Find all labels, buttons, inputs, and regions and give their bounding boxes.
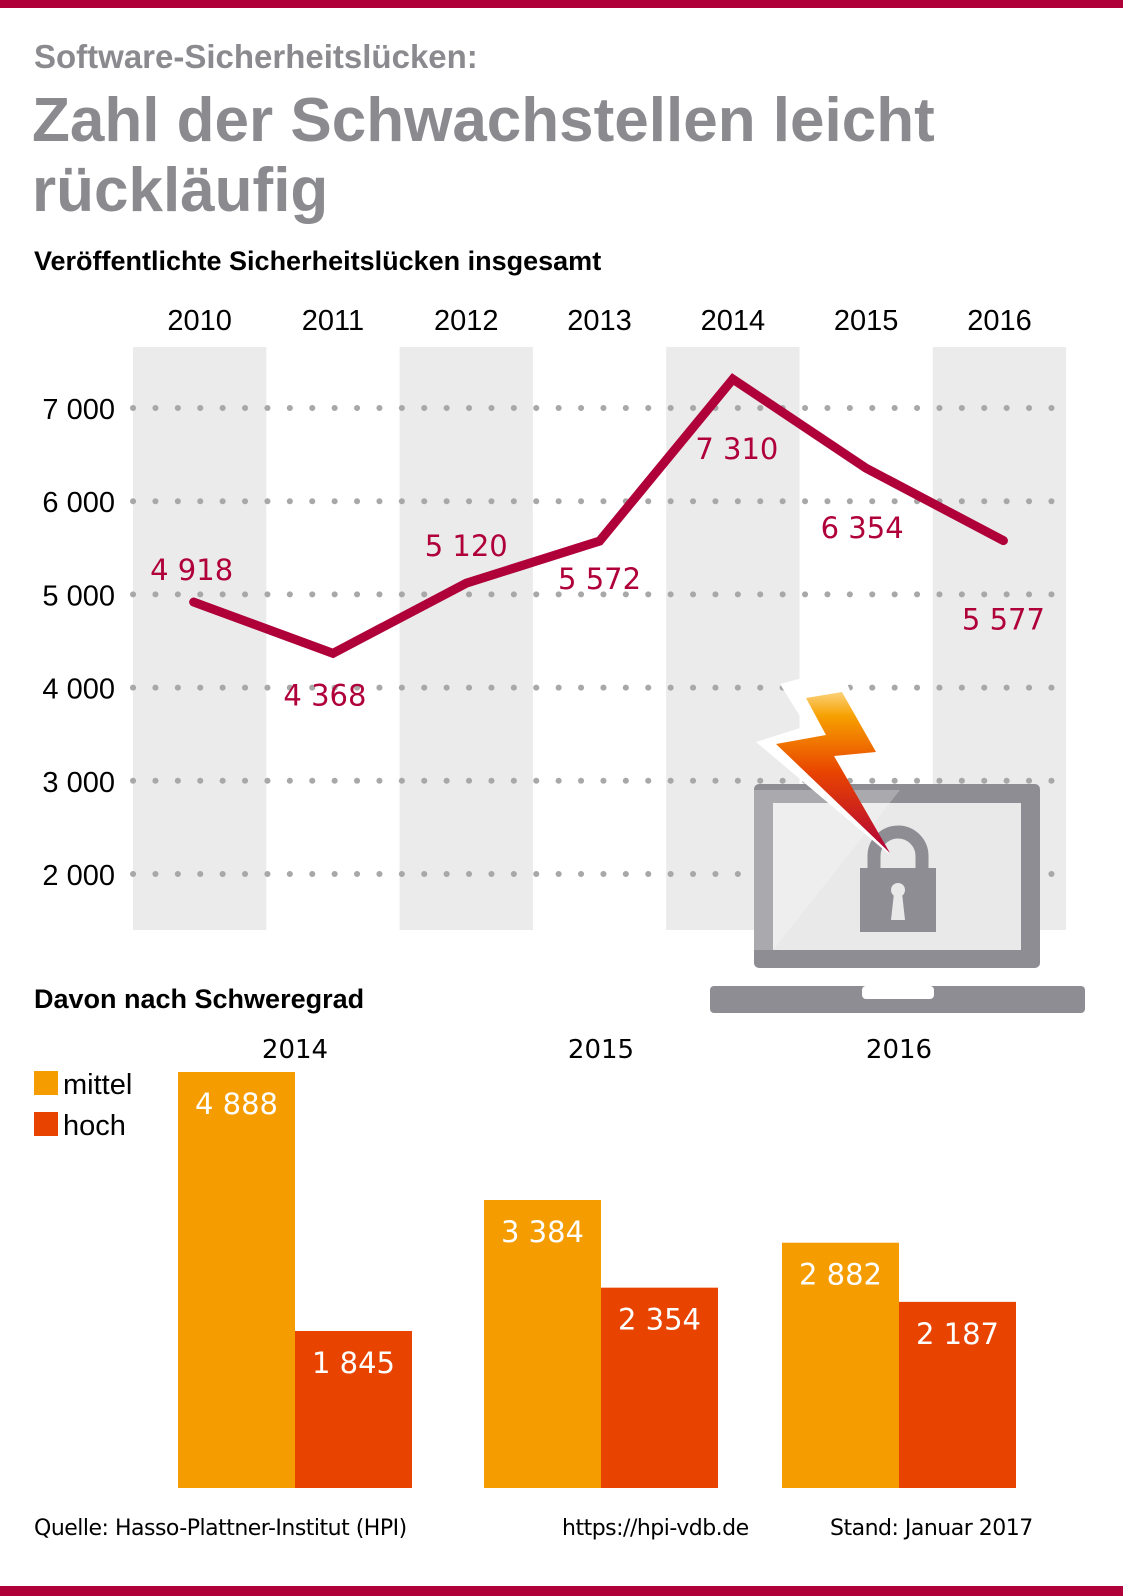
bar-legend: mittel hoch: [34, 1069, 132, 1142]
legend-label-hoch: hoch: [63, 1110, 126, 1142]
line-value-labels: 4 918 4 368 5 120 5 572 7 310 6 354 5 577: [150, 432, 1045, 712]
legend-swatch-hoch: [34, 1112, 58, 1136]
kicker: Software-Sicherheitslücken:: [34, 38, 478, 75]
line-series: [189, 373, 1008, 659]
date-note: Stand: Januar 2017: [830, 1516, 1033, 1541]
y-tick-label: 3 000: [42, 767, 115, 799]
y-axis-ticks: 7 000 6 000 5 000 4 000 3 000 2 000: [42, 394, 115, 892]
bar-value-label: 2 882: [799, 1258, 882, 1292]
grid-lines: [130, 405, 1068, 877]
legend-label-mittel: mittel: [63, 1069, 132, 1101]
y-tick-label: 2 000: [42, 860, 115, 892]
bar-value-label: 4 888: [195, 1087, 278, 1121]
data-label: 5 577: [962, 603, 1045, 637]
bar-value-label: 1 845: [312, 1346, 395, 1380]
bar-mittel-2015: [484, 1200, 601, 1488]
bottom-accent-rule: [0, 1586, 1123, 1596]
x-axis-years: 2010 2011 2012 2013 2014 2015 2016: [167, 305, 1031, 337]
x-tick-label: 2015: [834, 305, 899, 337]
bar-mittel-2014: [178, 1072, 295, 1488]
x-tick-label: 2014: [701, 305, 766, 337]
source-note: Quelle: Hasso-Plattner-Institut (HPI): [34, 1516, 407, 1541]
top-accent-rule: [0, 0, 1123, 8]
bar-chart-title: Davon nach Schweregrad: [34, 984, 365, 1014]
bar-category-label: 2016: [866, 1035, 932, 1065]
bar-value-label: 2 187: [916, 1317, 999, 1351]
headline: Zahl der Schwachstellen leicht rückläufi…: [32, 86, 935, 225]
data-label: 4 918: [150, 553, 233, 587]
column-stripe-2010: [133, 347, 267, 930]
bar-mittel-2016: [782, 1242, 899, 1488]
bar-hoch-2016: [899, 1301, 1016, 1488]
x-tick-label: 2016: [967, 305, 1032, 337]
y-tick-label: 7 000: [42, 394, 115, 426]
source-url-link[interactable]: https://hpi-vdb.de: [562, 1516, 749, 1541]
x-tick-label: 2013: [567, 305, 632, 337]
y-tick-label: 6 000: [42, 487, 115, 519]
x-tick-label: 2010: [167, 305, 232, 337]
data-label: 5 572: [558, 562, 641, 596]
data-label: 7 310: [695, 432, 778, 466]
line-chart-title: Veröffentlichte Sicherheitslücken insges…: [34, 246, 602, 276]
bar-value-label: 2 354: [618, 1303, 701, 1337]
column-stripe-2012: [399, 347, 533, 930]
x-tick-label: 2011: [302, 305, 364, 337]
bar-value-label: 3 384: [501, 1215, 584, 1249]
bar-hoch-2015: [601, 1287, 718, 1488]
data-label: 6 354: [821, 511, 904, 545]
illustration: [710, 668, 1085, 1013]
padlock-icon: [860, 825, 936, 932]
column-stripes: [133, 347, 1067, 930]
legend-swatch-mittel: [34, 1071, 58, 1095]
lightning-bolt-icon: [756, 668, 890, 855]
bar-series: 2014 4 888 1 845 2015 3 384 2 354 2016 2 882 2 1…: [178, 1035, 1016, 1488]
bar-category-label: 2014: [262, 1035, 328, 1065]
x-tick-label: 2012: [434, 305, 499, 337]
y-tick-label: 4 000: [42, 674, 115, 706]
data-label: 4 368: [283, 678, 366, 712]
bar-hoch-2014: [295, 1330, 412, 1488]
data-label: 5 120: [425, 529, 508, 563]
bar-category-label: 2015: [568, 1035, 634, 1065]
y-tick-label: 5 000: [42, 580, 115, 612]
